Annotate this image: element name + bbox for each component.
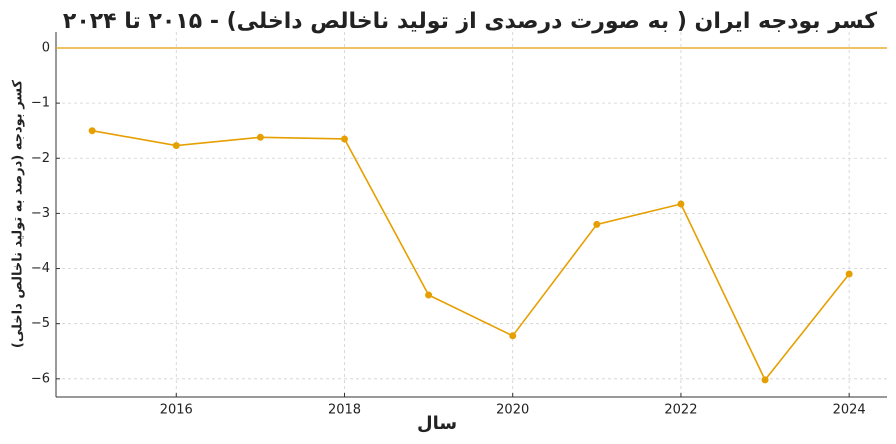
data-point [88, 127, 96, 135]
y-tick-label: 0 [42, 40, 50, 55]
y-tick-label: −2 [31, 151, 50, 166]
y-tick-label: −5 [31, 316, 50, 331]
data-point [340, 135, 348, 143]
x-tick-label: 2022 [664, 403, 697, 418]
x-tick-label: 2020 [496, 403, 529, 418]
data-point [677, 200, 685, 208]
x-axis-label: سال [417, 413, 457, 434]
series-line [92, 129, 850, 382]
data-point [761, 376, 769, 384]
y-tick-label: −6 [31, 371, 50, 386]
y-axis-label: کسر بودجه (درصد به تولید ناخالص داخلی) [11, 79, 26, 348]
x-tick-label: 2024 [833, 403, 866, 418]
data-point [509, 332, 517, 340]
data-point [425, 291, 433, 299]
data-point [845, 270, 853, 278]
y-tick-label: −1 [31, 96, 50, 111]
x-tick-label: 2016 [160, 403, 193, 418]
y-tick-label: −3 [31, 206, 50, 221]
chart-title: کسر بودجه ایران ( به صورت درصدی از تولید… [63, 9, 877, 34]
data-point [172, 142, 180, 150]
y-tick-label: −4 [31, 261, 50, 276]
x-tick-label: 2018 [328, 403, 361, 418]
data-point [256, 133, 264, 141]
data-point [593, 220, 601, 228]
